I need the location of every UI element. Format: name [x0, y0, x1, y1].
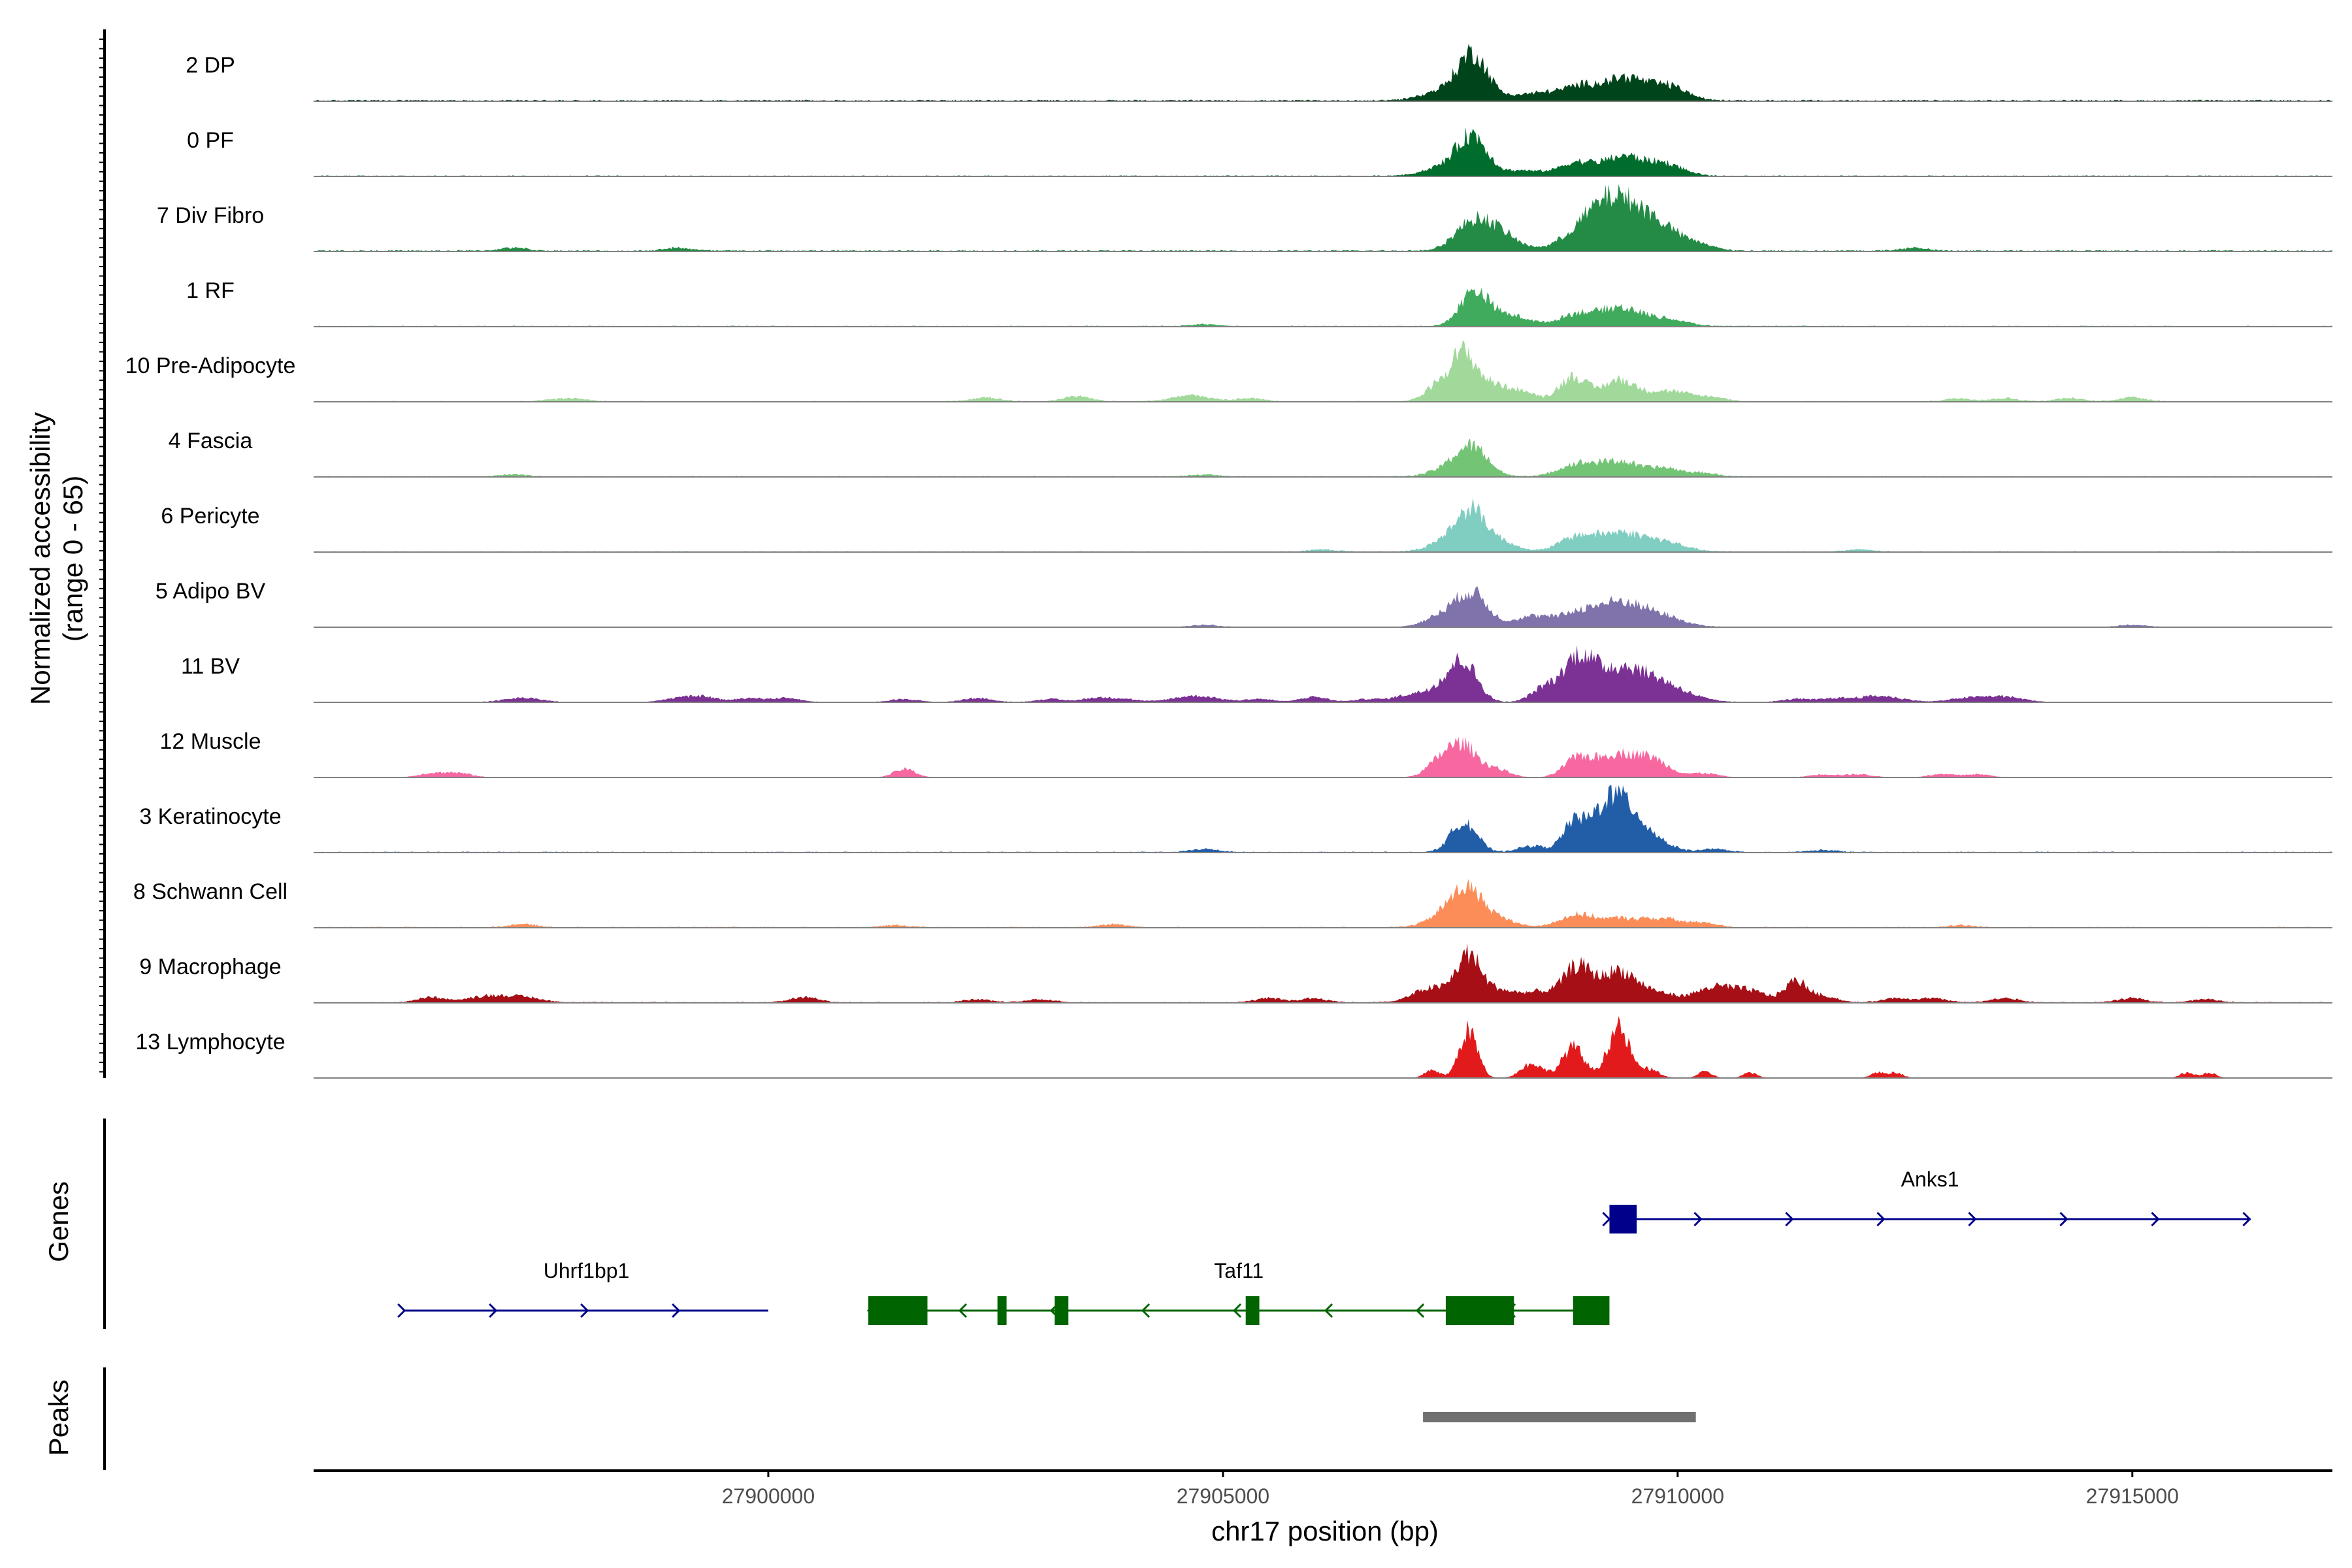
strand-arrow — [1785, 1211, 1794, 1227]
strand-arrow — [958, 1303, 968, 1318]
strand-arrow — [397, 1303, 406, 1318]
track-label: 8 Schwann Cell — [133, 879, 287, 904]
gene-label: Taf11 — [1214, 1259, 1264, 1282]
coverage-track: 0 PF — [187, 127, 2332, 177]
track-label: 5 Adipo BV — [155, 579, 266, 604]
coverage-track: 1 RF — [186, 278, 2332, 327]
strand-arrow — [2059, 1211, 2068, 1227]
track-label: 12 Muscle — [160, 729, 261, 754]
x-tick-label: 27900000 — [722, 1484, 815, 1508]
strand-arrow — [2242, 1211, 2251, 1227]
x-axis-title: chr17 position (bp) — [1211, 1516, 1439, 1546]
peak-region-bar — [1423, 1412, 1696, 1422]
coverage-track: 2 DP — [186, 44, 2332, 102]
track-label: 0 PF — [187, 128, 234, 153]
exon-block — [997, 1296, 1007, 1325]
exon-block — [1245, 1296, 1260, 1325]
exon-block — [1609, 1205, 1637, 1233]
exon-block — [868, 1296, 928, 1325]
gene-label: Anks1 — [1901, 1168, 1959, 1191]
track-label: 3 Keratinocyte — [139, 804, 281, 829]
track-label: 7 Div Fibro — [157, 203, 264, 228]
coverage-track: 9 Macrophage — [139, 943, 2332, 1004]
x-tick-label: 27910000 — [1631, 1484, 1724, 1508]
strand-arrow — [1876, 1211, 1886, 1227]
strand-arrow — [672, 1303, 681, 1318]
coverage-track: 11 BV — [181, 645, 2332, 703]
track-label: 6 Pericyte — [161, 504, 259, 529]
coverage-track: 6 Pericyte — [161, 497, 2332, 553]
track-label: 1 RF — [186, 278, 235, 303]
gene-annotation-panel: Anks1 Uhrf1bp1 Taf11 — [397, 1168, 2251, 1325]
strand-arrow — [1232, 1303, 1242, 1318]
coverage-area — [314, 943, 2332, 1003]
strand-arrow — [489, 1303, 498, 1318]
peaks-panel — [1423, 1412, 1696, 1422]
track-label: 13 Lymphocyte — [135, 1030, 285, 1054]
track-label: 11 BV — [181, 654, 240, 679]
strand-arrow — [1693, 1211, 1703, 1227]
coverage-track: 10 Pre-Adipocyte — [125, 340, 2332, 402]
genes-panel-title: Genes — [43, 1181, 74, 1262]
peaks-panel-title: Peaks — [43, 1380, 74, 1456]
coverage-track: 13 Lymphocyte — [135, 1016, 2332, 1079]
strand-arrow — [580, 1303, 589, 1318]
track-label: 2 DP — [186, 53, 235, 78]
track-label: 9 Macrophage — [139, 955, 281, 979]
coverage-track: 8 Schwann Cell — [133, 879, 2332, 928]
strand-arrow — [1141, 1303, 1151, 1318]
strand-arrow — [2151, 1211, 2160, 1227]
coverage-track: 5 Adipo BV — [155, 579, 2332, 628]
gene-model: Uhrf1bp1 — [397, 1259, 768, 1318]
exon-block — [1573, 1296, 1610, 1325]
y-axis-title-line2: (range 0 - 65) — [57, 476, 88, 642]
x-tick-label: 27915000 — [2086, 1484, 2179, 1508]
left-axes — [99, 29, 106, 1470]
y-axis-title-line1: Normalized accessibility — [25, 412, 56, 705]
coverage-tracks: 2 DP 0 PF 7 Div Fibro 1 RF 10 Pre-Adipocyte 4… — [125, 44, 2332, 1079]
gene-label: Uhrf1bp1 — [544, 1259, 630, 1282]
strand-arrow — [1324, 1303, 1333, 1318]
coverage-track: 3 Keratinocyte — [139, 785, 2332, 853]
coverage-track: 4 Fascia — [169, 429, 2332, 478]
coverage-track: 12 Muscle — [160, 729, 2332, 778]
x-tick-label: 27905000 — [1177, 1484, 1269, 1508]
track-label: 10 Pre-Adipocyte — [125, 353, 296, 378]
track-label: 4 Fascia — [169, 429, 253, 453]
gene-model: Anks1 — [1602, 1168, 2251, 1233]
exon-block — [1054, 1296, 1069, 1325]
strand-arrow — [1415, 1303, 1425, 1318]
x-axis: 27900000 27905000 27910000 27915000 — [314, 1469, 2332, 1508]
exon-block — [1445, 1296, 1514, 1325]
gene-model: Taf11 — [866, 1259, 1610, 1325]
strand-arrow — [1968, 1211, 1977, 1227]
coverage-track: 7 Div Fibro — [157, 184, 2332, 252]
